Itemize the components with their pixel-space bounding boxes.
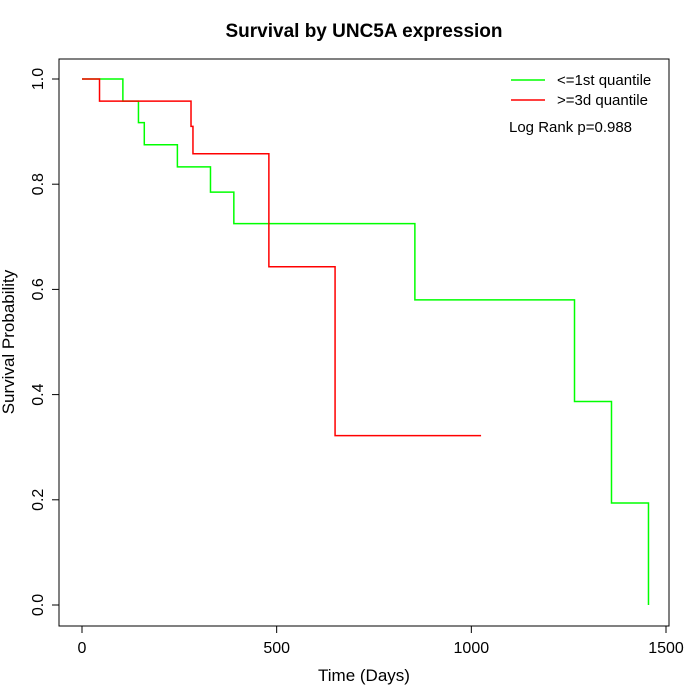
x-axis-label: Time (Days) [318,666,410,685]
chart-title: Survival by UNC5A expression [225,21,502,42]
y-axis: 0.0 0.2 0.4 0.6 0.8 1.0 [30,68,60,616]
x-tick-label: 0 [78,640,87,657]
y-tick-label: 1.0 [30,68,47,90]
legend-label-2: >=3d quantile [557,92,648,109]
y-axis-label: Survival Probability [0,269,18,414]
x-tick-label: 500 [263,640,290,657]
y-tick-label: 0.0 [30,594,47,616]
y-tick-label: 0.2 [30,489,47,511]
survival-curve-1 [82,78,650,605]
survival-curve-2 [82,78,482,437]
x-tick-label: 1000 [454,640,490,657]
x-axis: 0 500 1000 1500 [78,625,684,657]
legend-label-1: <=1st quantile [557,72,651,89]
y-tick-label: 0.8 [30,173,47,195]
legend: <=1st quantile >=3d quantile [511,72,651,109]
y-tick-label: 0.6 [30,278,47,300]
log-rank-annotation: Log Rank p=0.988 [509,119,632,136]
series-layer [82,78,650,605]
x-tick-label: 1500 [648,640,684,657]
y-tick-label: 0.4 [30,383,47,405]
